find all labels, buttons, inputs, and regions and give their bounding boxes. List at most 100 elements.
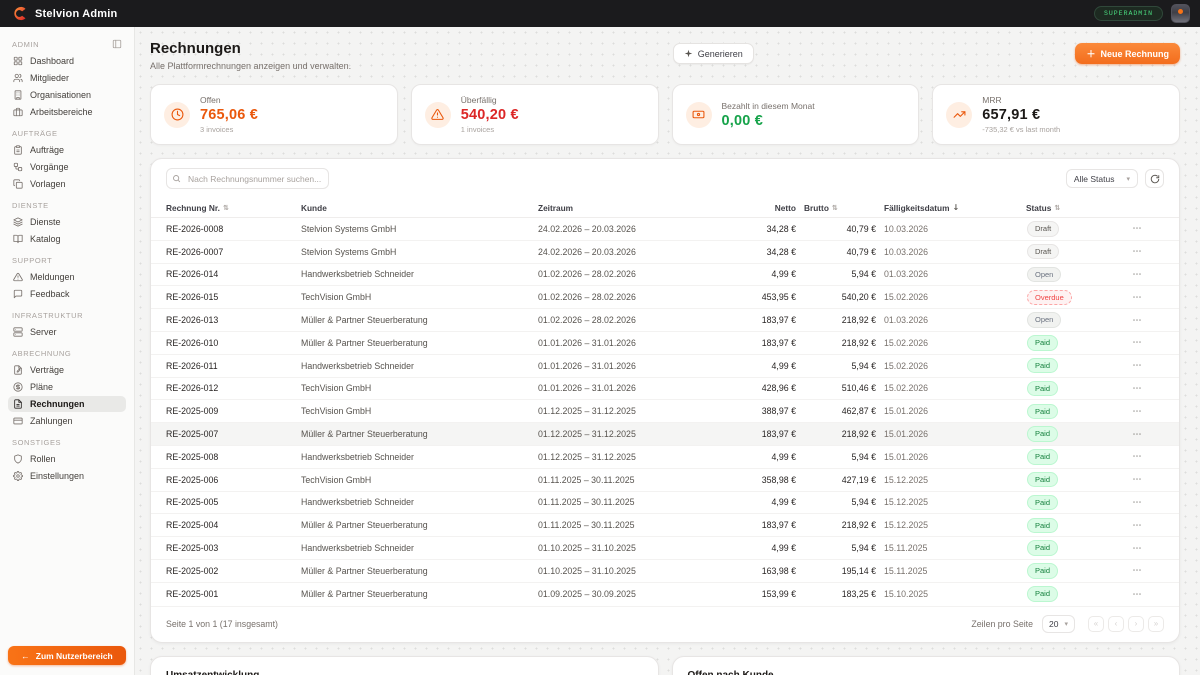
refresh-button[interactable]: [1145, 169, 1164, 188]
stat-label: MRR: [982, 95, 1002, 105]
row-actions-button[interactable]: ⋯: [1111, 565, 1164, 576]
column-header-kunde: Kunde: [301, 202, 327, 213]
row-actions-button[interactable]: ⋯: [1111, 292, 1164, 303]
to-user-area-button[interactable]: ← Zum Nutzerbereich: [8, 646, 126, 665]
row-actions-button[interactable]: ⋯: [1111, 406, 1164, 417]
invoice-number: RE-2026-014: [166, 269, 219, 280]
due-date: 15.12.2025: [884, 520, 929, 531]
sidebar-item-vorgänge[interactable]: Vorgänge: [8, 159, 126, 175]
sidebar-item-katalog[interactable]: Katalog: [8, 231, 126, 247]
period: 01.12.2025 – 31.12.2025: [538, 451, 636, 462]
customer-name: Stelvion Systems GmbH: [301, 223, 397, 234]
table-row[interactable]: RE-2026-011 Handwerksbetrieb Schneider 0…: [151, 355, 1179, 378]
row-actions-button[interactable]: ⋯: [1111, 451, 1164, 462]
sidebar-item-zahlungen[interactable]: Zahlungen: [8, 413, 126, 429]
table-row[interactable]: RE-2026-0007 Stelvion Systems GmbH 24.02…: [151, 241, 1179, 264]
table-row[interactable]: RE-2025-004 Müller & Partner Steuerberat…: [151, 514, 1179, 538]
sidebar-section-label: INFRASTRUKTUR: [12, 311, 84, 320]
sidebar-item-dashboard[interactable]: Dashboard: [8, 53, 126, 69]
row-actions-button[interactable]: ⋯: [1111, 360, 1164, 371]
row-actions-button[interactable]: ⋯: [1111, 543, 1164, 554]
row-actions-button[interactable]: ⋯: [1111, 497, 1164, 508]
row-actions-button[interactable]: ⋯: [1111, 429, 1164, 440]
last-page-button[interactable]: »: [1148, 615, 1164, 632]
sidebar-item-rollen[interactable]: Rollen: [8, 451, 126, 467]
table-row[interactable]: RE-2026-015 TechVision GmbH 01.02.2026 –…: [151, 286, 1179, 310]
row-actions-button[interactable]: ⋯: [1111, 246, 1164, 257]
sidebar-item-dienste[interactable]: Dienste: [8, 214, 126, 230]
arrow-left-icon: ←: [21, 650, 30, 661]
row-actions-button[interactable]: ⋯: [1111, 315, 1164, 326]
status-badge: Draft: [1027, 243, 1060, 260]
search-input[interactable]: [166, 168, 329, 189]
new-invoice-button[interactable]: ＋ Neue Rechnung: [1075, 43, 1180, 64]
sidebar-item-vorlagen[interactable]: Vorlagen: [8, 176, 126, 192]
first-page-button[interactable]: «: [1088, 615, 1104, 632]
table-row[interactable]: RE-2026-0008 Stelvion Systems GmbH 24.02…: [151, 218, 1179, 241]
invoice-number: RE-2025-002: [166, 565, 219, 576]
ellipsis-icon: ⋯: [1132, 268, 1143, 279]
sidebar-item-feedback[interactable]: Feedback: [8, 286, 126, 302]
sidebar-item-server[interactable]: Server: [8, 324, 126, 340]
period: 01.02.2026 – 28.02.2026: [538, 269, 636, 280]
table-row[interactable]: RE-2026-012 TechVision GmbH 01.01.2026 –…: [151, 378, 1179, 401]
sidebar-item-mitglieder[interactable]: Mitglieder: [8, 70, 126, 86]
due-date: 01.03.2026: [884, 315, 929, 326]
stat-alert-icon: [424, 101, 451, 128]
customer-name: TechVision GmbH: [301, 406, 372, 417]
table-row[interactable]: RE-2025-009 TechVision GmbH 01.12.2025 –…: [151, 400, 1179, 424]
sort-icon: ⇅: [222, 203, 229, 212]
gross-amount: 218,92 €: [841, 520, 876, 531]
sidebar-item-verträge[interactable]: Verträge: [8, 362, 126, 378]
column-header-status[interactable]: Status ⇅: [1026, 202, 1061, 213]
sidebar-item-einstellungen[interactable]: Einstellungen: [8, 468, 126, 484]
column-header-rechnung-nr-[interactable]: Rechnung Nr. ⇅: [166, 202, 229, 213]
alert-triangle-icon: [13, 272, 23, 282]
server-icon: [13, 327, 23, 337]
sidebar-collapse-icon[interactable]: [112, 39, 122, 49]
status-cell: Paid: [1026, 426, 1111, 442]
gross-amount: 5,94 €: [851, 543, 876, 554]
table-row[interactable]: RE-2025-006 TechVision GmbH 01.11.2025 –…: [151, 469, 1179, 492]
table-row[interactable]: RE-2026-014 Handwerksbetrieb Schneider 0…: [151, 264, 1179, 287]
sidebar-item-meldungen[interactable]: Meldungen: [8, 269, 126, 285]
invoice-number: RE-2026-0007: [166, 246, 224, 257]
gross-amount: 5,94 €: [851, 451, 876, 462]
table-row[interactable]: RE-2025-007 Müller & Partner Steuerberat…: [151, 423, 1179, 446]
row-actions-button[interactable]: ⋯: [1111, 589, 1164, 600]
generate-button[interactable]: Generieren: [672, 43, 754, 64]
sidebar-item-pläne[interactable]: Pläne: [8, 379, 126, 395]
row-actions-button[interactable]: ⋯: [1111, 337, 1164, 348]
sidebar-item-rechnungen[interactable]: Rechnungen: [8, 396, 126, 412]
ellipsis-icon: ⋯: [1132, 588, 1143, 599]
status-filter-select[interactable]: Alle Status ▾: [1065, 169, 1138, 188]
avatar[interactable]: [1171, 4, 1190, 23]
table-row[interactable]: RE-2026-010 Müller & Partner Steuerberat…: [151, 332, 1179, 355]
sidebar-item-aufträge[interactable]: Aufträge: [8, 142, 126, 158]
column-header-fälligkeitsdatum[interactable]: Fälligkeitsdatum ↓: [884, 202, 960, 213]
table-row[interactable]: RE-2025-003 Handwerksbetrieb Schneider 0…: [151, 537, 1179, 560]
row-actions-button[interactable]: ⋯: [1111, 383, 1164, 394]
sidebar-item-arbeitsbereiche[interactable]: Arbeitsbereiche: [8, 104, 126, 120]
sidebar-item-organisationen[interactable]: Organisationen: [8, 87, 126, 103]
stat-sub: -735,32 € vs last month: [982, 125, 1061, 134]
row-actions-button[interactable]: ⋯: [1111, 474, 1164, 485]
table-row[interactable]: RE-2025-001 Müller & Partner Steuerberat…: [151, 583, 1179, 606]
table-body: RE-2026-0008 Stelvion Systems GmbH 24.02…: [151, 218, 1179, 606]
column-header-brutto[interactable]: Brutto ⇅: [804, 202, 838, 213]
table-row[interactable]: RE-2025-008 Handwerksbetrieb Schneider 0…: [151, 446, 1179, 469]
table-row[interactable]: RE-2025-002 Müller & Partner Steuerberat…: [151, 560, 1179, 583]
chevron-down-icon: ▾: [1064, 620, 1068, 628]
ellipsis-icon: ⋯: [1132, 496, 1143, 507]
period: 01.11.2025 – 30.11.2025: [538, 520, 635, 531]
pagination: «‹ ›»: [1088, 615, 1164, 632]
rows-per-page-select[interactable]: 20 ▾: [1042, 614, 1075, 633]
table-row[interactable]: RE-2026-013 Müller & Partner Steuerberat…: [151, 309, 1179, 332]
prev-page-button[interactable]: ‹: [1108, 615, 1124, 632]
table-row[interactable]: RE-2025-005 Handwerksbetrieb Schneider 0…: [151, 492, 1179, 515]
next-page-button[interactable]: ›: [1128, 615, 1144, 632]
row-actions-button[interactable]: ⋯: [1111, 520, 1164, 531]
row-actions-button[interactable]: ⋯: [1111, 269, 1164, 280]
due-date: 15.12.2025: [884, 474, 929, 485]
row-actions-button[interactable]: ⋯: [1111, 223, 1164, 234]
